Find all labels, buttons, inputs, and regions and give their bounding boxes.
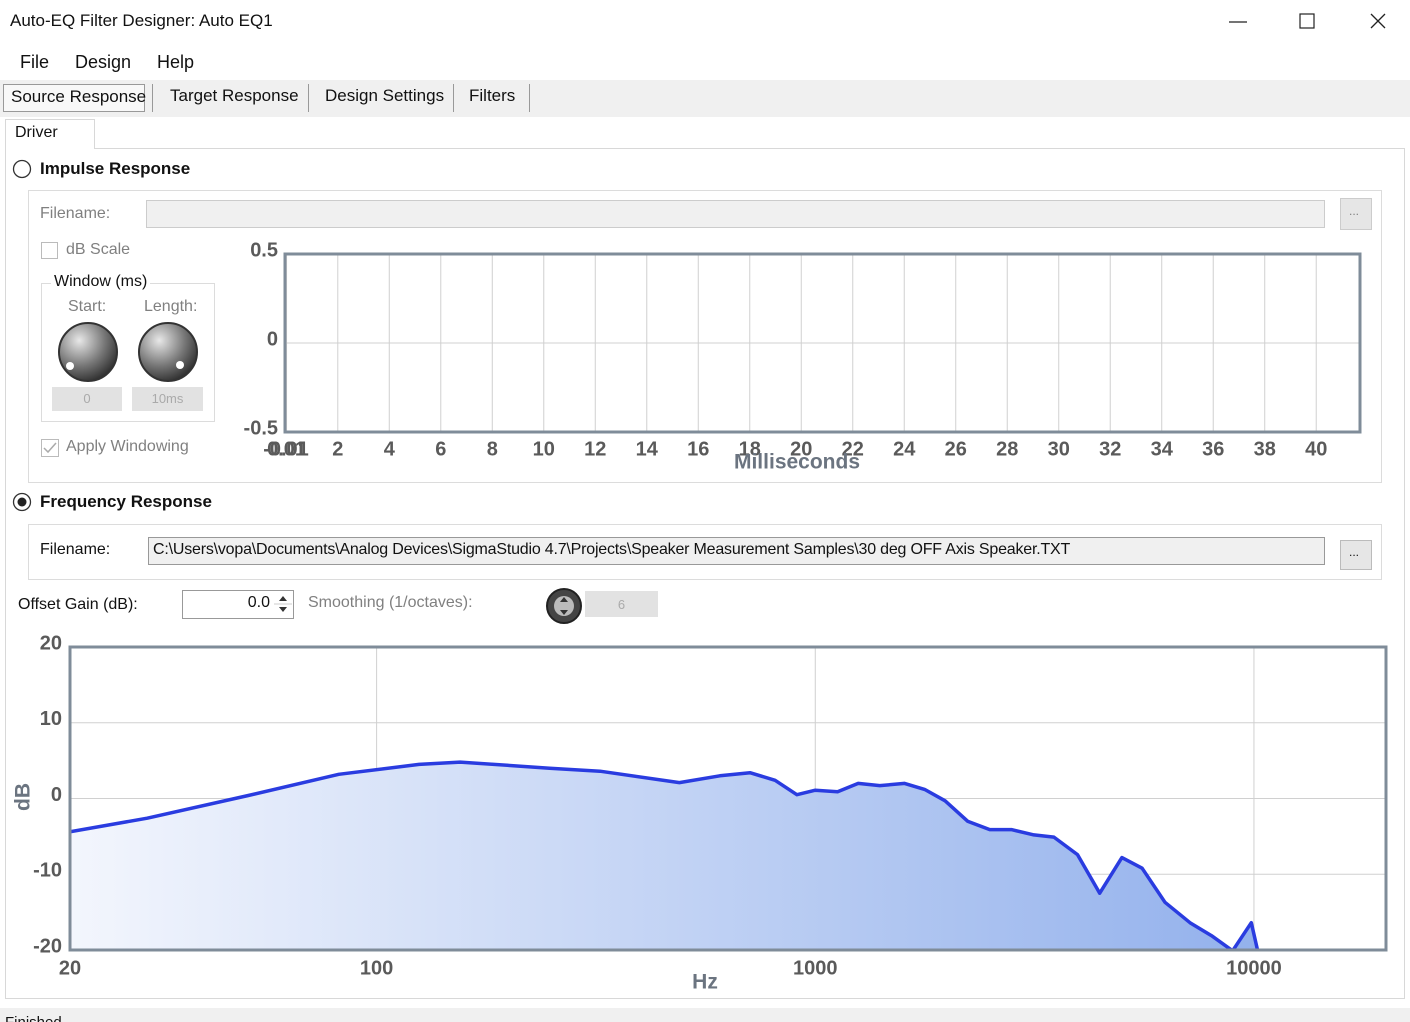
subtab-label[interactable]: Driver xyxy=(15,124,58,141)
value-box xyxy=(52,387,122,411)
tab-separator xyxy=(453,84,454,112)
tab-separator xyxy=(152,84,153,112)
field-label: Offset Gain (dB): xyxy=(18,596,138,613)
tab-label[interactable]: Design Settings xyxy=(325,86,445,105)
tab-label[interactable]: Source Response xyxy=(11,87,147,106)
radio-frequency[interactable] xyxy=(12,492,34,514)
group-label: Window (ms) xyxy=(51,273,151,291)
field-label: Smoothing (1/octaves): xyxy=(308,594,473,611)
menu-item[interactable]: Design xyxy=(75,52,132,72)
tab-separator xyxy=(529,84,530,112)
filename-text[interactable]: C:\Users\vopa\Documents\Analog Devices\S… xyxy=(153,541,1071,558)
smoothing-knob[interactable] xyxy=(545,587,585,625)
menu-item[interactable]: File xyxy=(20,52,50,72)
section-label: Frequency Response xyxy=(40,492,212,511)
group-box xyxy=(28,190,1382,483)
menu-bar xyxy=(0,45,1410,80)
checkbox-checked[interactable] xyxy=(41,439,59,457)
close-button[interactable] xyxy=(1370,13,1386,29)
knob-label: Length: xyxy=(144,298,198,315)
value-text: 6 xyxy=(617,597,626,612)
knob-length[interactable] xyxy=(138,322,198,382)
status-bar: Finished xyxy=(0,1008,1410,1022)
offset-value[interactable]: 0.0 xyxy=(247,594,270,611)
filename-input[interactable] xyxy=(148,537,1325,565)
tab-label[interactable]: Target Response xyxy=(170,86,299,105)
subtab[interactable] xyxy=(5,119,95,149)
window-title: Auto-EQ Filter Designer: Auto EQ1 xyxy=(10,11,273,30)
status-text: Finished xyxy=(5,1014,62,1022)
filename-input[interactable] xyxy=(146,200,1325,228)
checkbox-label: Apply Windowing xyxy=(66,438,189,455)
tab-bar xyxy=(0,80,1410,117)
value-text: 10ms xyxy=(151,391,184,406)
browse-button[interactable] xyxy=(1340,198,1372,230)
checkbox[interactable] xyxy=(41,242,58,259)
tab-selected[interactable] xyxy=(3,84,145,112)
section-label: Impulse Response xyxy=(40,159,191,178)
tab-separator xyxy=(308,84,309,112)
checkbox-label: dB Scale xyxy=(66,241,131,258)
title-bar xyxy=(0,0,1410,45)
value-box xyxy=(585,591,658,617)
tab-label[interactable]: Filters xyxy=(469,86,516,105)
knob-label: Start: xyxy=(68,298,107,315)
group-box xyxy=(28,524,1382,580)
value-box xyxy=(132,387,203,411)
radio-impulse[interactable] xyxy=(12,159,34,181)
menu-item[interactable]: Help xyxy=(157,52,195,72)
spinner[interactable] xyxy=(274,592,292,617)
field-label: Filename: xyxy=(40,205,111,222)
browse-label[interactable]: ... xyxy=(1349,545,1360,559)
maximize-button[interactable] xyxy=(1299,13,1315,29)
window-controls xyxy=(1229,13,1386,29)
browse-button[interactable] xyxy=(1340,540,1372,570)
value-text: 0 xyxy=(83,391,91,406)
field-label: Filename: xyxy=(40,541,111,558)
knobs xyxy=(58,322,198,382)
browse-label[interactable]: ... xyxy=(1349,204,1360,218)
knob-start[interactable] xyxy=(58,322,118,382)
